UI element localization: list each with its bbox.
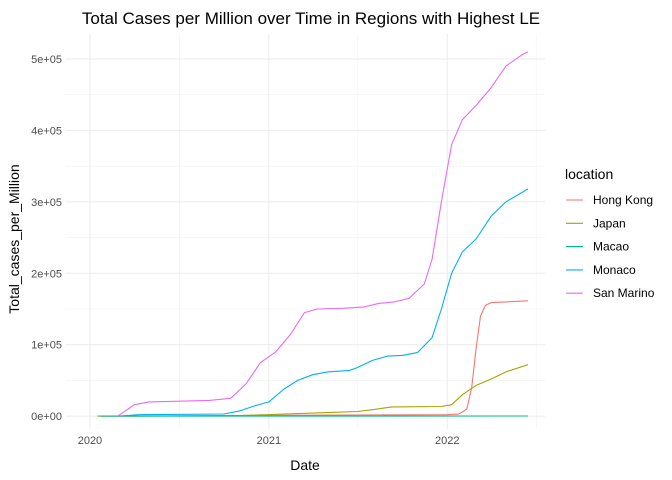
y-axis-ticks: 0e+00 1e+05 2e+05 3e+05 4e+05 5e+05: [31, 54, 62, 423]
y-tick-label: 3e+05: [31, 197, 62, 209]
y-tick-label: 0e+00: [31, 411, 62, 423]
y-tick-label: 1e+05: [31, 340, 62, 352]
grid: [66, 34, 545, 429]
series-line-san-marino: [117, 51, 529, 417]
series-line-monaco: [118, 188, 529, 417]
x-tick-label: 2020: [78, 435, 102, 447]
legend: location Hong Kong Japan Macao Monaco San Ma…: [565, 166, 655, 300]
x-tick-label: 2022: [435, 435, 459, 447]
series-layer: [97, 51, 529, 417]
x-axis-title: Date: [290, 457, 320, 473]
series-line-japan: [97, 364, 529, 417]
y-tick-label: 4e+05: [31, 125, 62, 137]
legend-label-japan: Japan: [593, 216, 626, 230]
legend-title: location: [565, 166, 613, 182]
legend-label-san-marino: San Marino: [593, 286, 655, 300]
series-line-hong-kong: [100, 300, 528, 417]
legend-label-monaco: Monaco: [593, 263, 636, 277]
legend-label-macao: Macao: [593, 240, 629, 254]
y-tick-label: 2e+05: [31, 268, 62, 280]
x-tick-label: 2021: [257, 435, 281, 447]
x-axis-ticks: 2020 2021 2022: [78, 435, 460, 447]
legend-label-hong-kong: Hong Kong: [593, 193, 653, 207]
chart-title: Total Cases per Million over Time in Reg…: [82, 9, 540, 28]
y-axis-title: Total_cases_per_Million: [6, 164, 22, 313]
plot-area: [66, 34, 545, 429]
y-tick-label: 5e+05: [31, 54, 62, 66]
